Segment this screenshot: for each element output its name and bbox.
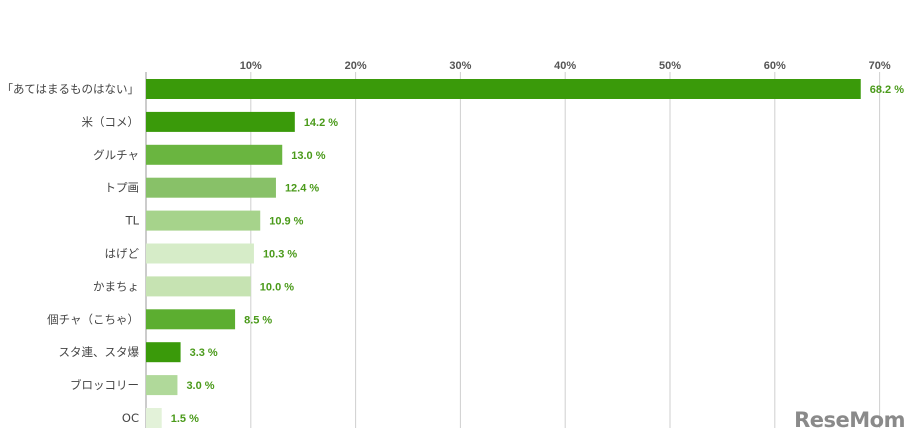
x-tick-label: 20% (345, 60, 367, 72)
bar (146, 309, 236, 330)
value-label: 68.2 % (870, 84, 904, 96)
value-label: 1.5 % (171, 413, 199, 425)
category-label: 個チャ（こちゃ） (47, 312, 139, 326)
x-tick-label: 70% (869, 60, 891, 72)
bar (146, 177, 276, 198)
x-tick-label: 60% (764, 60, 786, 72)
value-label: 10.0 % (260, 281, 294, 293)
resemom-logo: ReseMom (794, 408, 905, 432)
category-label: OC (122, 411, 139, 425)
category-label: グルチャ (93, 148, 139, 162)
category-label: スタ連、スタ爆 (59, 345, 140, 359)
category-label: TL (125, 214, 140, 228)
category-label: 「あてはまるものはない」 (1, 82, 139, 96)
bar (146, 243, 254, 264)
value-label: 3.0 % (186, 380, 214, 392)
value-label: 10.9 % (269, 216, 303, 228)
bar (146, 144, 283, 165)
value-label: 12.4 % (285, 183, 319, 195)
bar (146, 111, 295, 132)
category-label: ブロッコリー (70, 378, 139, 392)
value-label: 10.3 % (263, 249, 297, 261)
x-tick-label: 50% (659, 60, 681, 72)
value-label: 13.0 % (291, 150, 325, 162)
bar (146, 342, 181, 363)
category-label: 米（コメ） (82, 115, 140, 129)
x-tick-label: 40% (554, 60, 576, 72)
bar (146, 375, 178, 396)
bar (146, 408, 162, 428)
bar (146, 210, 261, 231)
category-label: かまちょ (93, 279, 139, 293)
value-label: 3.3 % (190, 347, 218, 359)
value-label: 14.2 % (304, 117, 338, 129)
x-tick-label: 30% (449, 60, 471, 72)
category-label: トプ画 (105, 181, 140, 195)
category-label: はげど (105, 247, 140, 261)
bar (146, 79, 861, 99)
bar (146, 276, 251, 297)
value-label: 8.5 % (244, 314, 272, 326)
x-tick-label: 10% (240, 60, 262, 72)
